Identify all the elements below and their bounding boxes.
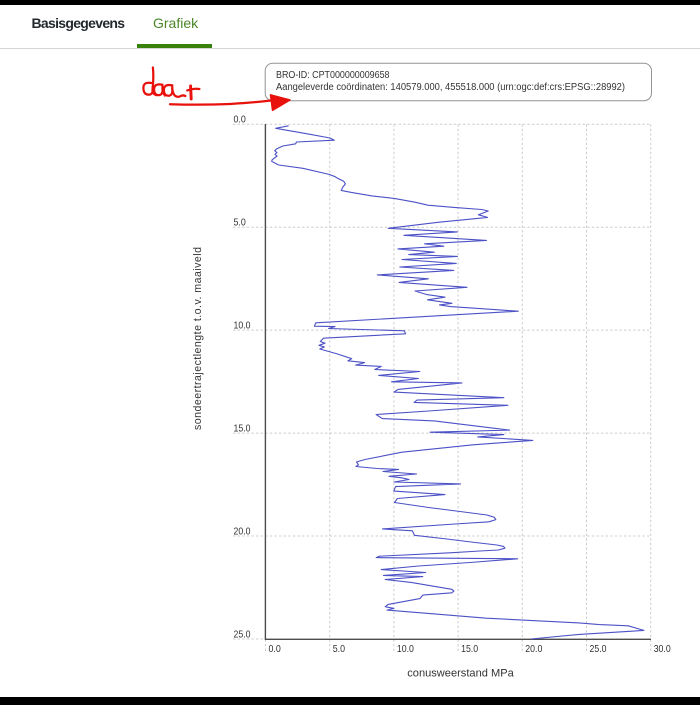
svg-text:0.0: 0.0 [234, 115, 247, 126]
svg-text:25.0: 25.0 [590, 644, 607, 655]
svg-text:30.0: 30.0 [654, 644, 671, 655]
svg-text:20.0: 20.0 [234, 526, 251, 537]
svg-text:0.0: 0.0 [269, 644, 282, 655]
svg-text:sondeertrajectlengte t.o.v. ma: sondeertrajectlengte t.o.v. maaiveld [192, 247, 204, 430]
svg-text:15.0: 15.0 [461, 644, 478, 655]
svg-text:conusweerstand MPa: conusweerstand MPa [407, 668, 514, 680]
svg-text:15.0: 15.0 [234, 424, 251, 435]
svg-text:10.0: 10.0 [397, 644, 414, 655]
svg-text:25.0: 25.0 [234, 629, 251, 640]
svg-text:20.0: 20.0 [525, 644, 542, 655]
svg-text:5.0: 5.0 [234, 218, 247, 229]
svg-text:BRO-ID: CPT000000009658: BRO-ID: CPT000000009658 [276, 70, 390, 81]
svg-text:10.0: 10.0 [234, 321, 251, 332]
svg-text:5.0: 5.0 [333, 644, 346, 655]
svg-text:Aangeleverde coördinaten: 1405: Aangeleverde coördinaten: 140579.000, 45… [276, 82, 625, 93]
